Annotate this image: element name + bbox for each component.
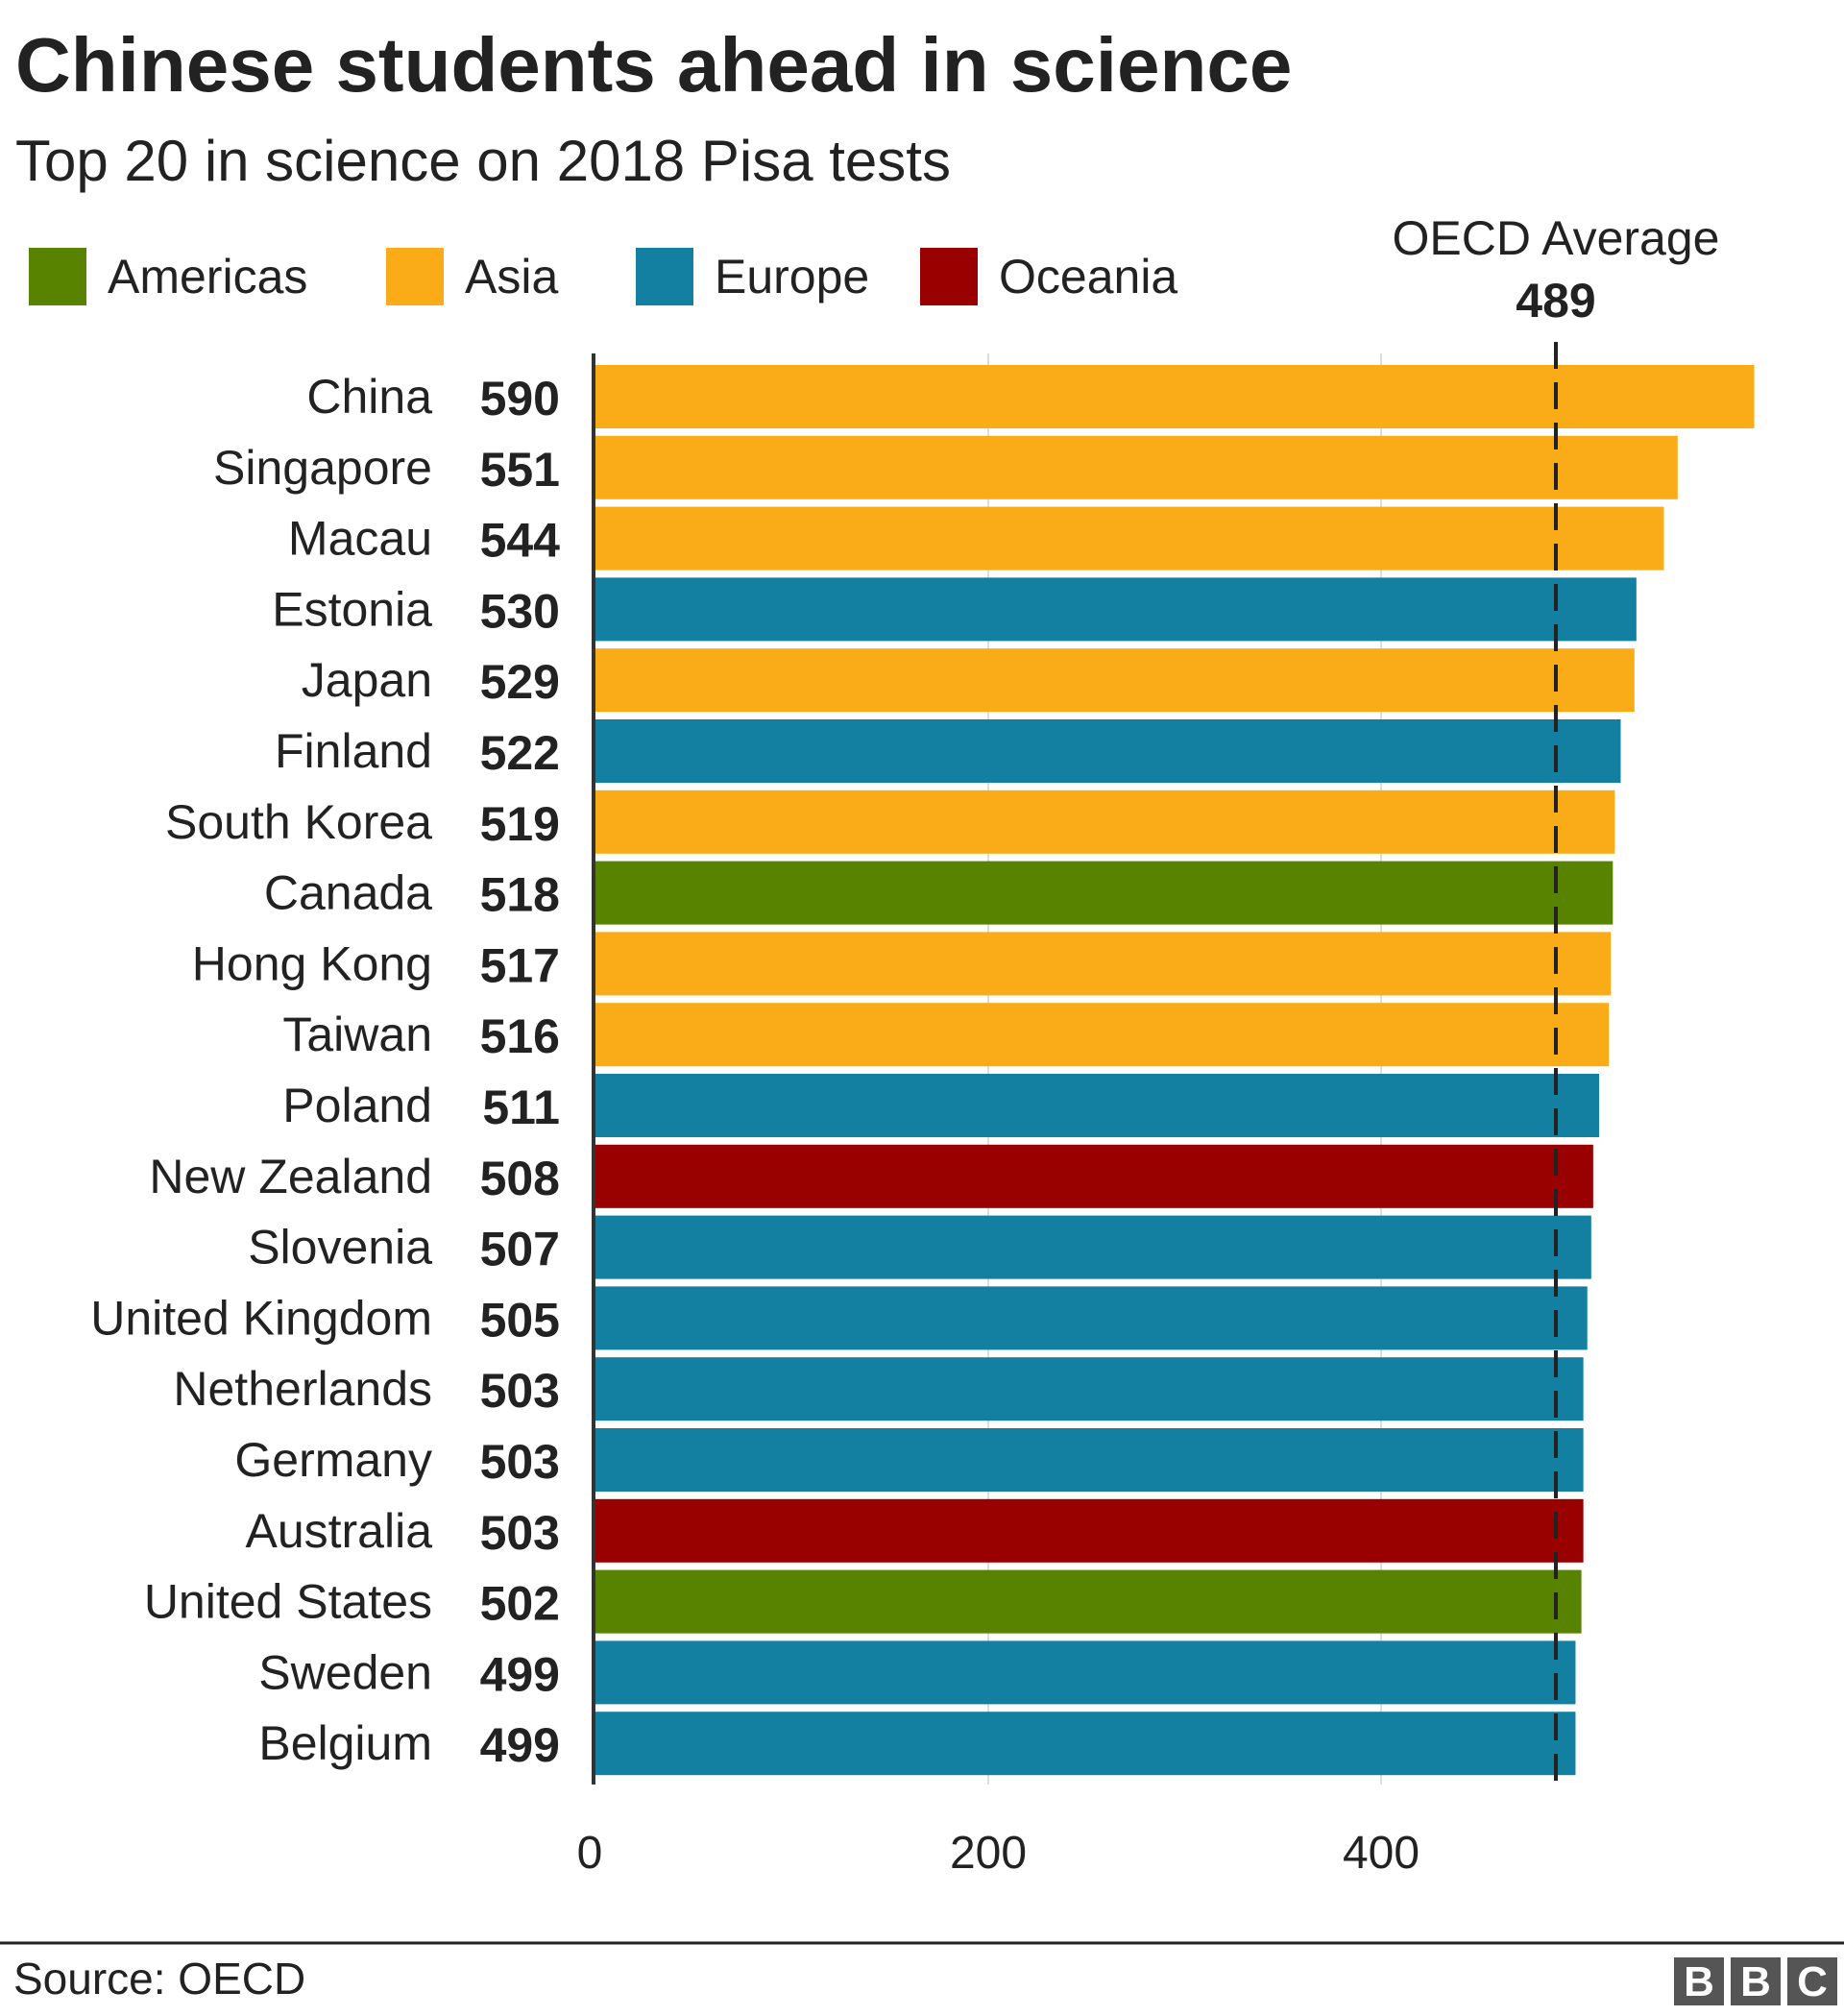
- chart-subtitle: Top 20 in science on 2018 Pisa tests: [15, 129, 951, 193]
- data-label: 499: [480, 1718, 560, 1772]
- x-axis-ticks: 0 200 400: [577, 1828, 1419, 1879]
- x-tick-label: 400: [1343, 1828, 1419, 1879]
- bar-taiwan: [595, 1003, 1610, 1067]
- legend-swatch-asia: [386, 248, 444, 305]
- data-label: 551: [480, 443, 560, 497]
- legend-swatch-americas: [29, 248, 86, 305]
- reference-line-value: 489: [1516, 274, 1595, 328]
- data-label: 505: [480, 1293, 560, 1347]
- bar-sweden: [595, 1640, 1576, 1705]
- data-label: 503: [480, 1364, 560, 1418]
- bar-united-kingdom: [595, 1286, 1588, 1350]
- category-label: United States: [144, 1575, 432, 1629]
- legend-swatch-oceania: [920, 248, 978, 305]
- category-label: Netherlands: [173, 1362, 432, 1416]
- legend: Americas Asia Europe Oceania: [29, 248, 1177, 305]
- bbc-logo: B B C: [1674, 1957, 1837, 2005]
- bar-finland: [595, 719, 1621, 783]
- bar-macau: [595, 506, 1664, 571]
- category-label: Estonia: [272, 582, 432, 636]
- bar-new-zealand: [595, 1144, 1593, 1208]
- category-label: Taiwan: [282, 1008, 432, 1061]
- category-label: Hong Kong: [192, 936, 432, 990]
- bar-japan: [595, 648, 1635, 713]
- bar-united-states: [595, 1569, 1582, 1634]
- bar-poland: [595, 1074, 1599, 1137]
- chart-title: Chinese students ahead in science: [15, 22, 1292, 108]
- x-tick-label: 0: [577, 1828, 603, 1879]
- data-label: 522: [480, 726, 560, 780]
- category-labels: China 590 Singapore 551 Macau 544 Estonia 530 Ja…: [90, 370, 560, 1772]
- category-label: Japan: [302, 653, 432, 707]
- category-label: Sweden: [258, 1645, 432, 1699]
- legend-label-europe: Europe: [715, 250, 869, 304]
- category-label: Australia: [245, 1504, 432, 1558]
- category-label: New Zealand: [149, 1150, 432, 1203]
- data-label: 507: [480, 1223, 560, 1276]
- category-label: Finland: [275, 724, 432, 778]
- data-label: 529: [480, 655, 560, 709]
- legend-swatch-europe: [636, 248, 693, 305]
- x-tick-label: 200: [950, 1828, 1027, 1879]
- bar-germany: [595, 1428, 1584, 1492]
- legend-label-oceania: Oceania: [999, 250, 1177, 304]
- data-label: 516: [480, 1009, 560, 1063]
- data-label: 519: [480, 797, 560, 851]
- bar-netherlands: [595, 1357, 1584, 1421]
- data-label: 544: [480, 514, 561, 568]
- category-label: Canada: [264, 866, 432, 920]
- category-label: Poland: [282, 1079, 432, 1132]
- category-label: Macau: [288, 512, 432, 566]
- bar-hong-kong: [595, 932, 1612, 996]
- bars: [595, 365, 1755, 1776]
- data-label: 590: [480, 372, 560, 425]
- bar-australia: [595, 1498, 1584, 1563]
- legend-label-asia: Asia: [465, 250, 558, 304]
- category-label: South Korea: [165, 795, 432, 849]
- data-label: 518: [480, 868, 560, 922]
- bar-singapore: [595, 435, 1678, 499]
- svg-text:C: C: [1797, 1958, 1828, 2005]
- category-label: China: [306, 370, 432, 424]
- svg-text:B: B: [1684, 1958, 1714, 2005]
- data-label: 503: [480, 1435, 560, 1489]
- data-label: 499: [480, 1647, 560, 1701]
- bar-slovenia: [595, 1215, 1591, 1279]
- category-label: Slovenia: [248, 1221, 432, 1275]
- category-label: Germany: [234, 1433, 432, 1487]
- data-label: 508: [480, 1152, 560, 1205]
- source-note: Source: OECD: [13, 1954, 305, 2004]
- data-label: 530: [480, 584, 560, 638]
- bar-belgium: [595, 1712, 1576, 1776]
- reference-line-label: OECD Average: [1393, 211, 1720, 265]
- category-label: Singapore: [213, 441, 432, 495]
- bar-canada: [595, 861, 1614, 925]
- legend-label-americas: Americas: [108, 250, 307, 304]
- data-label: 502: [480, 1577, 560, 1631]
- bar-south-korea: [595, 789, 1615, 854]
- category-label: Belgium: [258, 1716, 432, 1770]
- svg-text:B: B: [1740, 1958, 1771, 2005]
- oecd-average: OECD Average 489: [1393, 211, 1720, 1785]
- bar-estonia: [595, 577, 1637, 642]
- data-label: 511: [482, 1081, 560, 1134]
- data-label: 517: [480, 938, 560, 992]
- category-label: United Kingdom: [90, 1291, 432, 1345]
- data-label: 503: [480, 1506, 560, 1560]
- bar-china: [595, 365, 1755, 428]
